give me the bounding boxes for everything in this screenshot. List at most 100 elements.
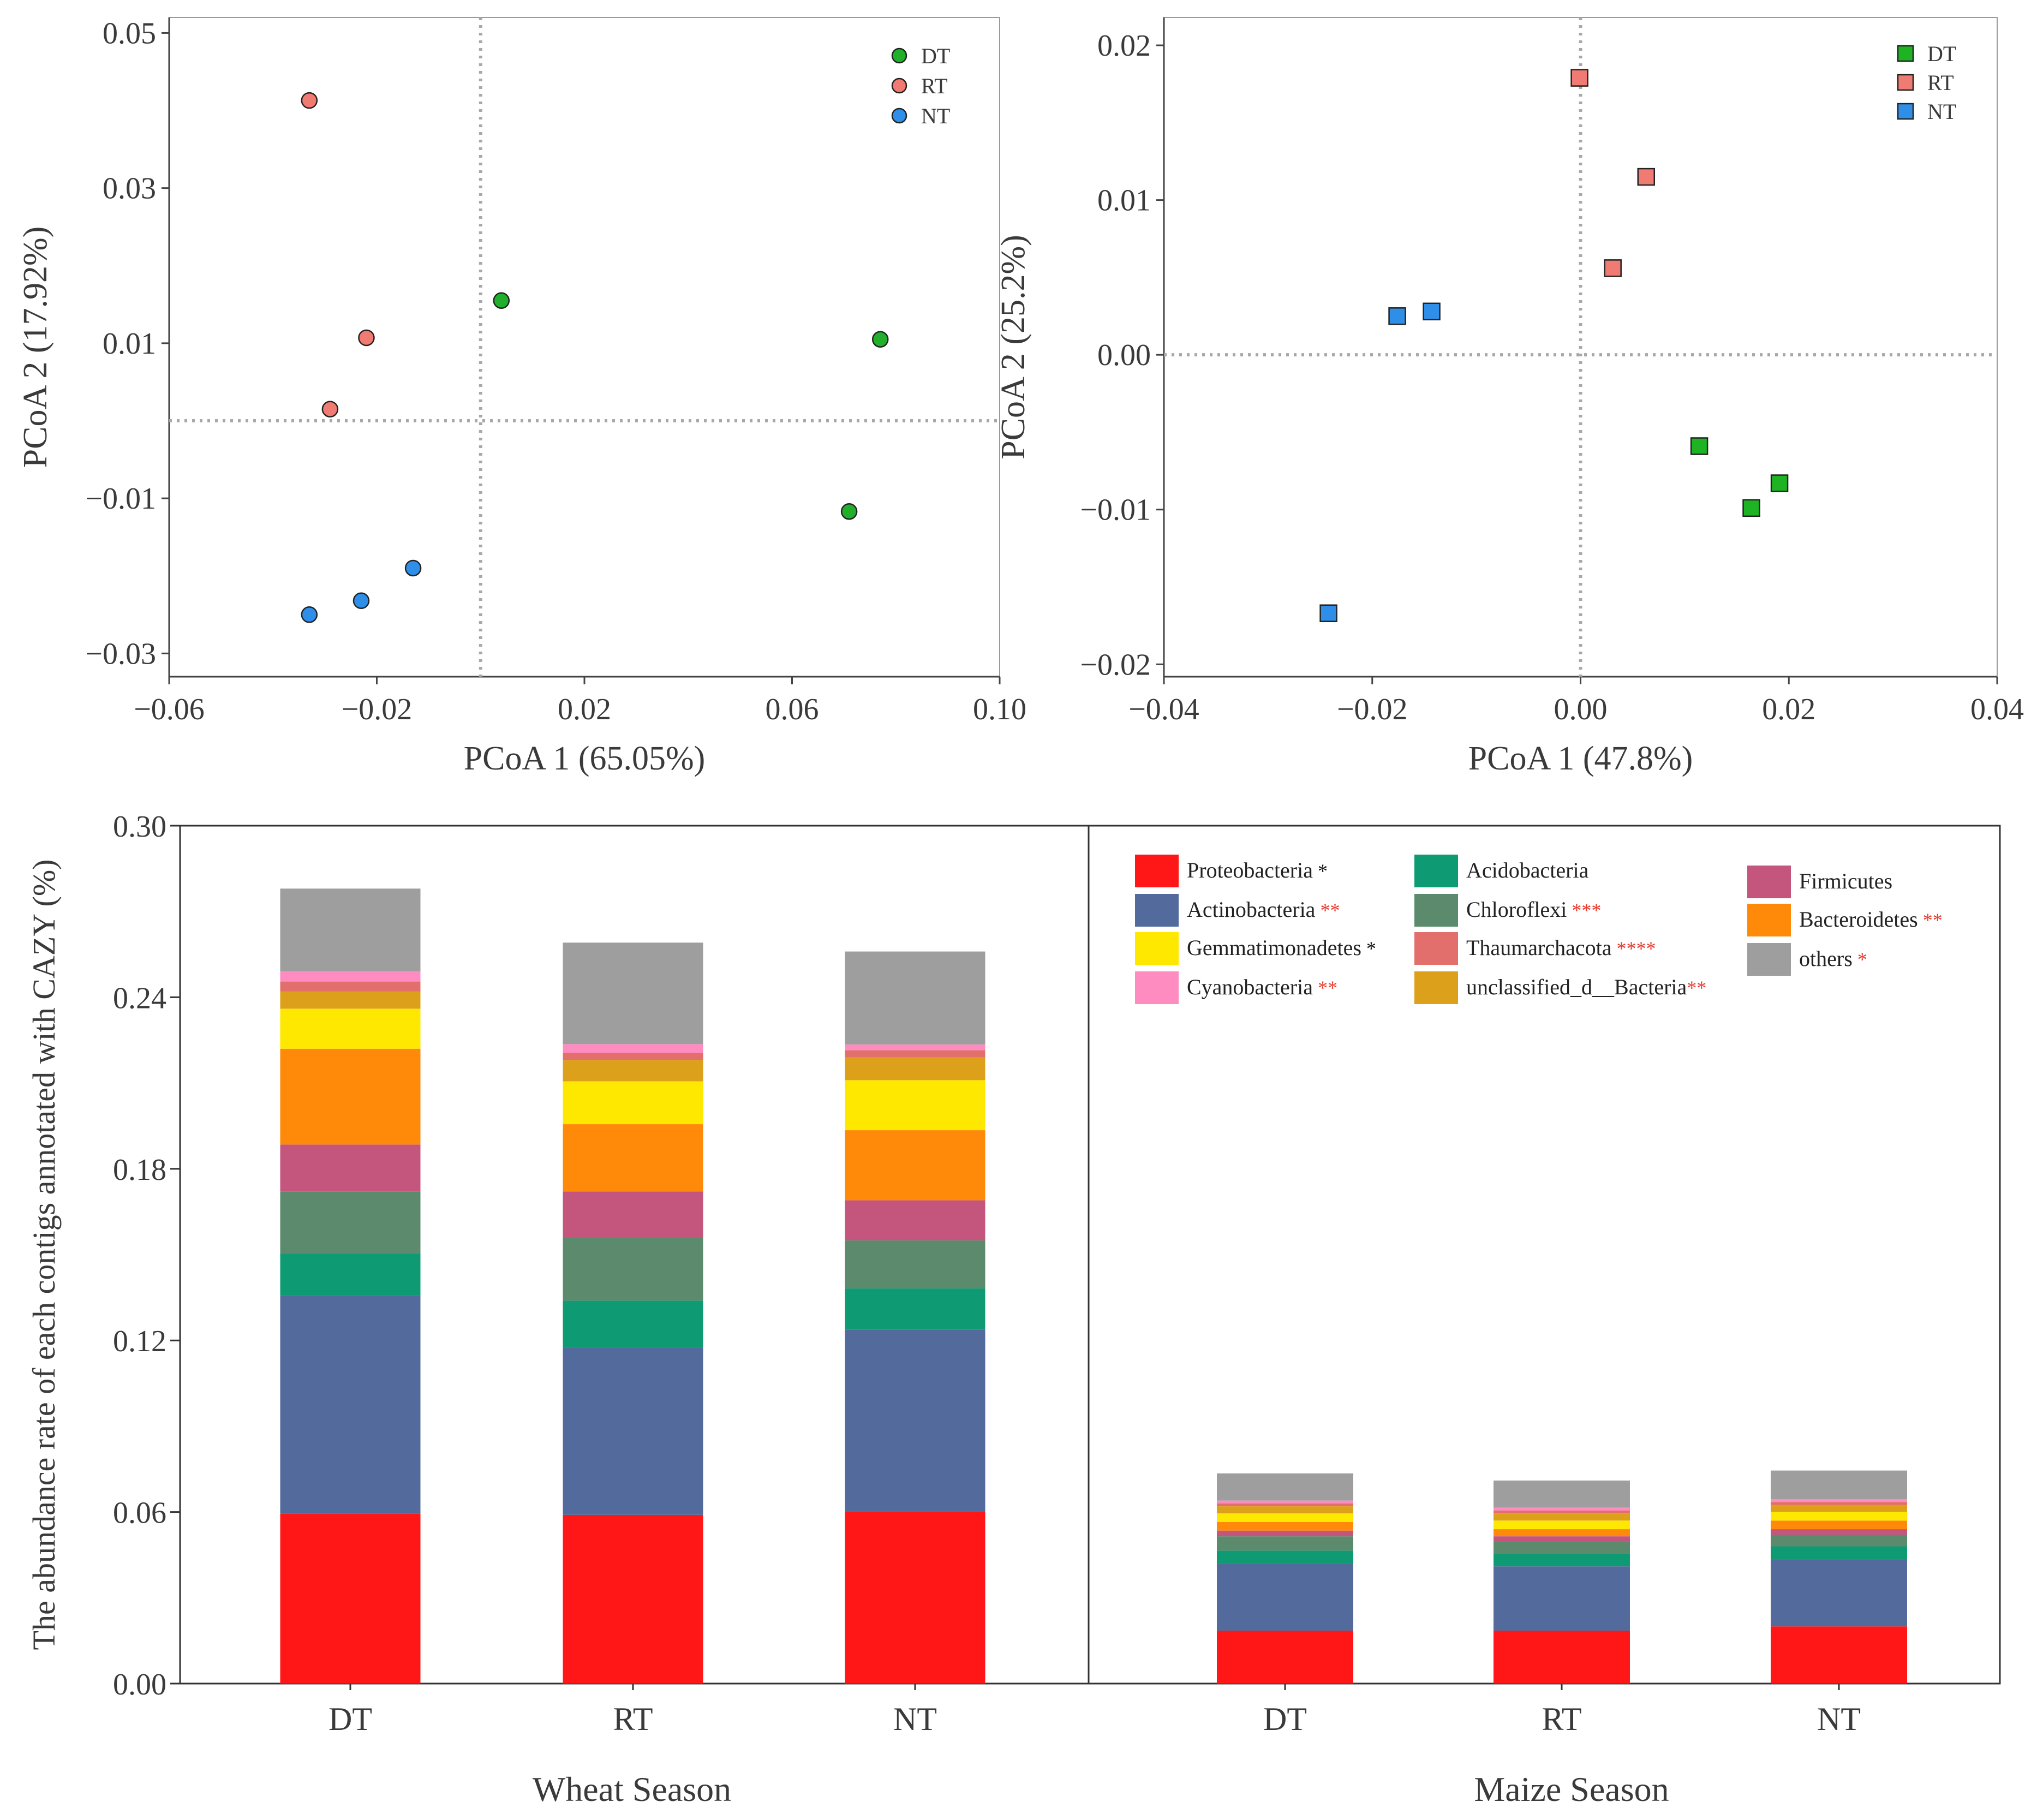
legend-label-firmicutes: Firmicutes [1799, 869, 1892, 893]
point-rt [358, 329, 375, 347]
bar-segment-firmicutes [1494, 1536, 1630, 1542]
x-tick-label: −0.02 [1337, 693, 1408, 726]
legend-item-acidobacteria: Acidobacteria [1466, 858, 1589, 882]
legend-marker-dt [891, 47, 907, 64]
y-tick-label: −0.02 [1080, 648, 1151, 682]
legend-significance-chloroflexi: *** [1567, 899, 1601, 921]
bar-segment-thaumarchacota [845, 1050, 985, 1058]
plot-frame [169, 17, 1000, 677]
point-nt [353, 592, 370, 609]
legend-item-proteobacteria: Proteobacteria * [1187, 858, 1328, 882]
y-tick-label: 0.12 [113, 1324, 166, 1358]
x-tick-label: −0.04 [1128, 693, 1199, 726]
bar-segment-others [1494, 1480, 1630, 1508]
legend-item-chloroflexi: Chloroflexi *** [1466, 897, 1601, 922]
bar-segment-others [1771, 1470, 1907, 1500]
x-axis-title: PCoA 1 (65.05%) [464, 740, 706, 777]
y-tick-label: −0.03 [85, 637, 156, 671]
pcoa-chart-1: −0.06 −0.02 0.02 0.06 0.10 0.05 0.03 0.01 −0.01 −… [17, 16, 1026, 777]
legend-label-others: others [1799, 946, 1853, 971]
legend-label-cyanobacteria: Cyanobacteria [1187, 975, 1313, 999]
bar-segment-thaumarchacota [1494, 1510, 1630, 1514]
legend-swatch-firmicutes [1747, 866, 1791, 898]
legend-label-dt: DT [1927, 41, 1956, 66]
bar-segment-bacteroidetes [563, 1124, 703, 1192]
point-nt [404, 559, 422, 577]
legend-item-thaumarchacota: Thaumarchacota **** [1466, 935, 1656, 960]
x-tick-label: −0.06 [134, 693, 205, 726]
bar-segment-firmicutes [1771, 1529, 1907, 1535]
point-dt [493, 292, 510, 309]
bar-segment-acidobacteria [1494, 1553, 1630, 1567]
x-axis-title: PCoA 1 (47.8%) [1468, 740, 1693, 777]
x-tick-label: 0.04 [1970, 693, 2024, 726]
bar-segment-acidobacteria [280, 1253, 421, 1296]
legend-label-nt: NT [1927, 99, 1956, 124]
bar-segment-others [845, 951, 985, 1045]
bar-segment-actinobacteria [563, 1347, 703, 1515]
legend-item-unclassified-d--bacteria: unclassified_d__Bacteria** [1466, 975, 1706, 999]
legend-item-firmicutes: Firmicutes [1799, 869, 1892, 893]
x-tick-label: RT [613, 1701, 653, 1737]
bar-segment-gemmatimonadetes [280, 1009, 421, 1049]
bar-segment-gemmatimonadetes [1217, 1513, 1353, 1522]
legend-significance-others: * [1853, 948, 1867, 970]
legend-marker-nt [891, 108, 907, 124]
legend-label-rt: RT [921, 74, 948, 98]
bar-segment-unclassified-d--bacteria [845, 1057, 985, 1081]
bar-segment-others [563, 942, 703, 1045]
legend-marker-rt [1897, 74, 1914, 91]
legend-marker-nt [1897, 103, 1914, 120]
bar-segment-gemmatimonadetes [563, 1081, 703, 1125]
bar-segment-unclassified-d--bacteria [280, 991, 421, 1009]
legend-label-nt: NT [921, 104, 950, 128]
legend-swatch-others [1747, 943, 1791, 976]
x-tick-label: NT [1817, 1701, 1861, 1737]
x-tick-label: 0.02 [1762, 693, 1815, 726]
legend-label-proteobacteria: Proteobacteria [1187, 858, 1313, 882]
bar-segment-proteobacteria [563, 1514, 703, 1684]
bar-segment-actinobacteria [1771, 1559, 1907, 1627]
bar-segment-proteobacteria [1771, 1626, 1907, 1684]
bar-segment-gemmatimonadetes [1771, 1512, 1907, 1521]
bar-segment-cyanobacteria [1494, 1507, 1630, 1511]
y-tick-label: 0.03 [103, 172, 156, 206]
point-rt [1604, 259, 1622, 277]
x-tick-label: −0.02 [342, 693, 413, 726]
bar-segment-firmicutes [280, 1144, 421, 1192]
y-tick-label: 0.18 [113, 1153, 166, 1187]
group-label: Wheat Season [533, 1770, 731, 1809]
bar-segment-unclassified-d--bacteria [563, 1060, 703, 1082]
bar-segment-firmicutes [1217, 1530, 1353, 1537]
y-tick-label: −0.01 [1080, 493, 1151, 527]
bar-segment-actinobacteria [1494, 1566, 1630, 1631]
legend-significance-proteobacteria: * [1313, 860, 1328, 882]
legend-swatch-actinobacteria [1135, 894, 1179, 927]
point-rt [1570, 69, 1588, 87]
point-dt [871, 331, 889, 348]
legend-swatch-chloroflexi [1414, 894, 1458, 927]
y-axis-title: PCoA 2 (25.2%) [995, 235, 1032, 460]
legend-swatch-gemmatimonadetes [1135, 932, 1179, 965]
legend-swatch-thaumarchacota [1414, 932, 1458, 965]
bar-segment-chloroflexi [563, 1237, 703, 1301]
bar-segment-chloroflexi [1217, 1536, 1353, 1551]
y-tick-label: 0.24 [113, 981, 166, 1015]
point-dt [1690, 437, 1709, 455]
bar-segment-gemmatimonadetes [1494, 1520, 1630, 1530]
bar-segment-thaumarchacota [1771, 1502, 1907, 1505]
x-tick-label: RT [1542, 1701, 1581, 1737]
bar-segment-proteobacteria [1217, 1631, 1353, 1684]
legend-label-dt: DT [921, 44, 950, 68]
legend-label-gemmatimonadetes: Gemmatimonadetes [1187, 935, 1361, 960]
point-nt [1388, 307, 1406, 325]
legend-significance-cyanobacteria: ** [1313, 977, 1337, 999]
legend-label-thaumarchacota: Thaumarchacota [1466, 935, 1612, 960]
point-nt [1319, 604, 1337, 622]
legend-item-actinobacteria: Actinobacteria ** [1187, 897, 1340, 922]
bar-segment-proteobacteria [1494, 1631, 1630, 1684]
bar-segment-others [280, 888, 421, 972]
bar-segment-cyanobacteria [563, 1044, 703, 1053]
y-tick-label: 0.01 [1097, 184, 1151, 218]
